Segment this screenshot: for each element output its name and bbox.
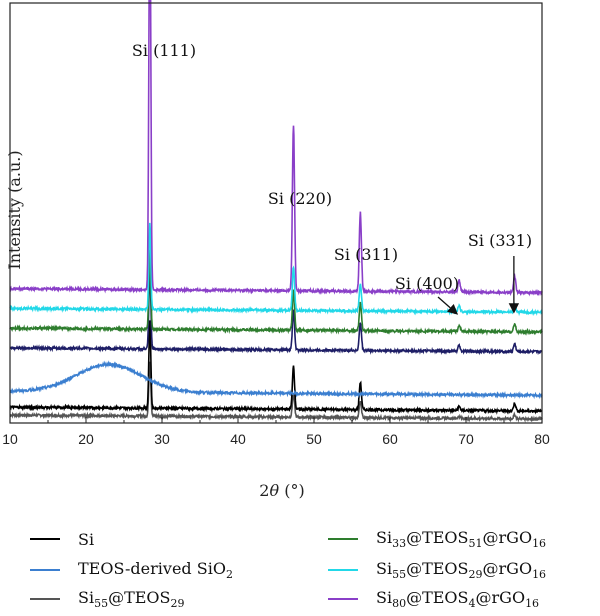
legend-swatch — [30, 598, 60, 600]
peak-label: Si (220) — [268, 189, 332, 208]
legend-label: Si — [78, 529, 95, 549]
x-axis-prefix: 2 — [259, 481, 269, 500]
x-axis-theta: θ — [269, 481, 279, 500]
legend-item: TEOS-derived SiO2 — [30, 557, 233, 583]
x-axis-unit: (°) — [279, 481, 305, 500]
legend-swatch — [328, 598, 358, 600]
legend-swatch — [30, 569, 60, 571]
series-line-1 — [9, 360, 543, 400]
peak-annotations: Si (111) Si (220) Si (311) Si (400) Si (331) — [132, 41, 532, 315]
y-axis-title: Intensity (a.u.) — [5, 150, 24, 269]
legend-label: Si80@TEOS4@rGO16 — [376, 587, 540, 611]
series-line-6 — [9, 269, 543, 356]
series-line-0 — [9, 320, 543, 415]
arrow-si400 — [437, 296, 459, 315]
legend-swatch — [328, 538, 358, 540]
peak-label: Si (311) — [334, 245, 398, 264]
legend-label: TEOS-derived SiO2 — [78, 558, 233, 582]
series-layer — [9, 0, 543, 423]
legend-swatch — [30, 538, 60, 540]
xrd-chart: 10 20 30 40 50 60 70 80 Si (111) Si (220) Si (311… — [2, 0, 550, 500]
x-tick-label: 70 — [458, 431, 474, 447]
legend-label: Si33@TEOS51@rGO16 — [376, 527, 547, 551]
plot-frame — [9, 2, 543, 424]
legend-item: Si55@TEOS29@rGO16 — [328, 557, 546, 583]
series-line-2 — [9, 361, 543, 423]
x-tick-label: 60 — [382, 431, 398, 447]
x-tick-label: 20 — [78, 431, 94, 447]
peak-label: Si (331) — [468, 231, 532, 250]
x-tick-label: 10 — [2, 431, 18, 447]
x-tick-label: 30 — [154, 431, 170, 447]
x-axis-title: 2θ (°) — [259, 481, 304, 500]
x-tick-label: 40 — [230, 431, 246, 447]
legend-swatch — [328, 569, 358, 571]
series-line-3 — [9, 249, 543, 336]
legend-item: Si — [30, 526, 94, 552]
legend: Si TEOS-derived SiO2 Si55@TEOS29 Si33@TEOS5… — [0, 522, 600, 616]
x-ticks: 10 20 30 40 50 60 70 80 — [2, 417, 550, 447]
legend-item: Si80@TEOS4@rGO16 — [328, 586, 539, 612]
x-tick-label: 50 — [306, 431, 322, 447]
x-tick-label: 80 — [534, 431, 550, 447]
series-line-4 — [9, 222, 543, 317]
legend-item: Si33@TEOS51@rGO16 — [328, 526, 546, 552]
legend-label: Si55@TEOS29@rGO16 — [376, 558, 547, 582]
series-line-5 — [9, 0, 543, 297]
legend-label: Si55@TEOS29 — [78, 587, 185, 611]
legend-item: Si55@TEOS29 — [30, 586, 185, 612]
peak-label: Si (400) — [395, 274, 459, 293]
peak-label: Si (111) — [132, 41, 196, 60]
